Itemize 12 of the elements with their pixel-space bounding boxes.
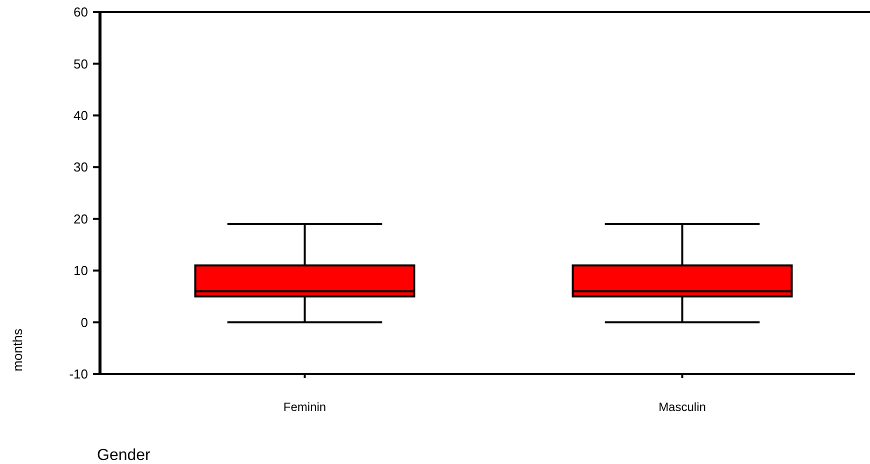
y-tick-label: 50 <box>74 56 88 72</box>
y-tick-label: 30 <box>74 160 88 175</box>
y-tick-label: -10 <box>69 366 88 382</box>
y-tick-label: 10 <box>74 263 88 278</box>
y-tick-label: 40 <box>74 108 88 123</box>
x-axis-title: Gender <box>97 447 152 464</box>
y-tick-label: 60 <box>74 4 88 20</box>
y-axis-title: months <box>10 328 25 372</box>
y-tick-label: 20 <box>74 211 88 226</box>
y-tick-label: 0 <box>80 314 88 330</box>
x-tick-label: Masculin <box>658 400 706 414</box>
x-tick-label: Feminin <box>283 400 326 414</box>
